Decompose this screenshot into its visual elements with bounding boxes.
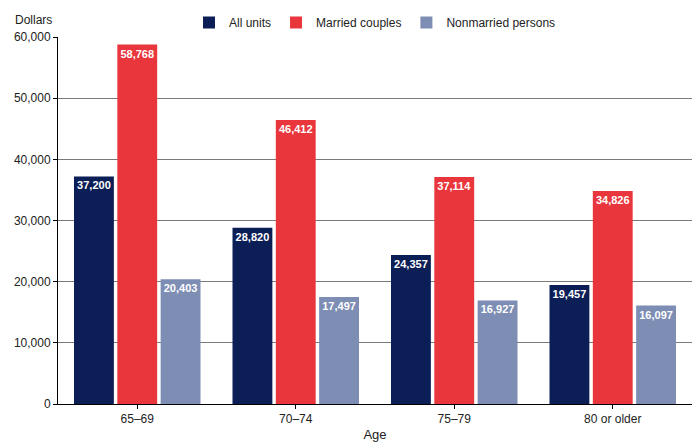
svg-text:16,927: 16,927 xyxy=(481,303,515,315)
svg-text:46,412: 46,412 xyxy=(279,123,313,135)
svg-text:34,826: 34,826 xyxy=(596,194,630,206)
svg-text:30,000: 30,000 xyxy=(14,214,51,228)
svg-text:20,403: 20,403 xyxy=(164,282,198,294)
svg-text:19,457: 19,457 xyxy=(553,288,587,300)
svg-text:0: 0 xyxy=(44,397,51,411)
svg-text:28,820: 28,820 xyxy=(236,231,270,243)
svg-text:50,000: 50,000 xyxy=(14,91,51,105)
svg-text:17,497: 17,497 xyxy=(322,300,356,312)
svg-text:65–69: 65–69 xyxy=(121,412,155,426)
svg-text:40,000: 40,000 xyxy=(14,153,51,167)
svg-text:20,000: 20,000 xyxy=(14,275,51,289)
svg-text:80 or older: 80 or older xyxy=(584,412,641,426)
svg-text:37,200: 37,200 xyxy=(77,179,111,191)
svg-text:10,000: 10,000 xyxy=(14,336,51,350)
svg-text:24,357: 24,357 xyxy=(394,258,428,270)
svg-text:70–74: 70–74 xyxy=(279,412,313,426)
svg-text:All units: All units xyxy=(229,16,271,30)
svg-text:75–79: 75–79 xyxy=(438,412,472,426)
svg-text:Nonmarried persons: Nonmarried persons xyxy=(446,16,555,30)
svg-text:Married couples: Married couples xyxy=(316,16,401,30)
svg-text:37,114: 37,114 xyxy=(437,180,471,192)
svg-text:Dollars: Dollars xyxy=(15,13,52,27)
svg-text:60,000: 60,000 xyxy=(14,30,51,44)
svg-text:16,097: 16,097 xyxy=(639,309,673,321)
svg-text:Age: Age xyxy=(363,427,386,442)
svg-text:58,768: 58,768 xyxy=(120,48,154,60)
